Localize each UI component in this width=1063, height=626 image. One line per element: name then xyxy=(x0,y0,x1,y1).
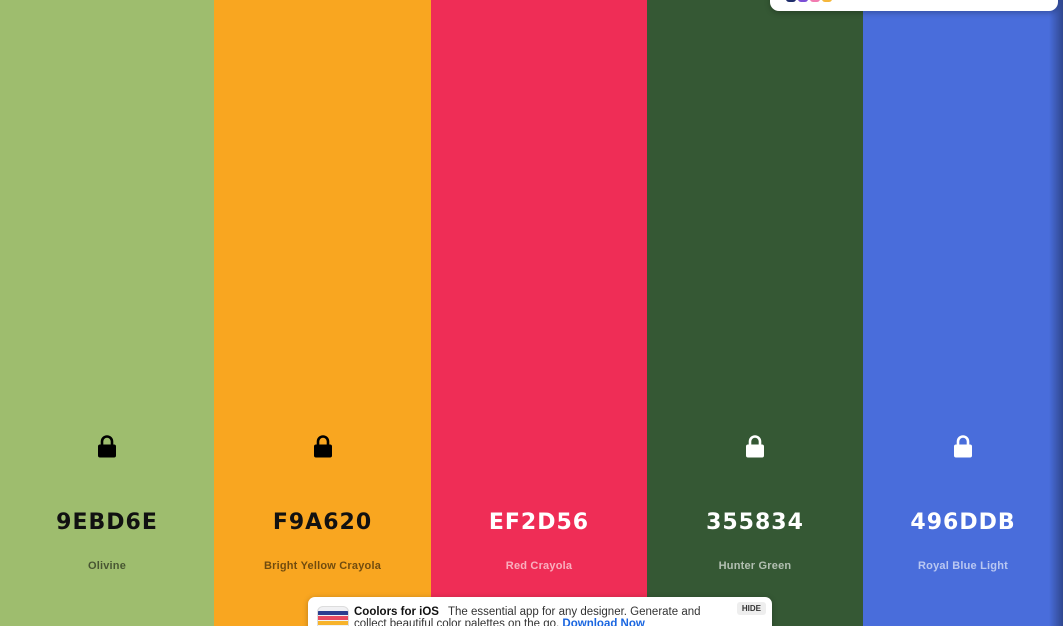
color-swatch-hunter-green[interactable]: 355834 Hunter Green xyxy=(647,0,863,626)
lock-icon[interactable] xyxy=(312,434,334,458)
color-name: Royal Blue Light xyxy=(918,560,1008,572)
color-hex[interactable]: 9EBD6E xyxy=(56,510,158,535)
banner-title: Coolors for iOS xyxy=(354,606,439,618)
color-name: Red Crayola xyxy=(505,560,573,572)
lock-icon[interactable] xyxy=(96,434,118,458)
color-name: Olivine xyxy=(87,560,127,572)
hide-button[interactable]: HIDE xyxy=(736,602,766,615)
banner-text: Coolors for iOS The essential app for an… xyxy=(354,606,724,626)
color-swatch-royal-blue-light[interactable]: 496DDB Royal Blue Light xyxy=(863,0,1063,626)
color-hex[interactable]: 496DDB xyxy=(910,510,1016,535)
lock-icon[interactable] xyxy=(744,434,766,458)
ios-app-banner: Coolors for iOS The essential app for an… xyxy=(308,597,772,626)
top-popup[interactable] xyxy=(770,0,1058,11)
color-hex[interactable]: F9A620 xyxy=(272,510,373,535)
color-swatch-olivine[interactable]: 9EBD6E Olivine xyxy=(0,0,214,626)
color-swatch-bright-yellow-crayola[interactable]: F9A620 Bright Yellow Crayola xyxy=(214,0,431,626)
color-hex[interactable]: 355834 xyxy=(706,510,804,535)
lock-icon[interactable] xyxy=(952,434,974,458)
color-dots-icon xyxy=(786,0,832,2)
banner-description: The essential app for any designer. Gene… xyxy=(354,606,701,626)
color-name: Bright Yellow Crayola xyxy=(263,560,382,572)
color-hex[interactable]: EF2D56 xyxy=(488,510,590,535)
coolors-app-icon xyxy=(317,606,349,626)
download-now-link[interactable]: Download Now xyxy=(562,618,645,626)
color-swatch-red-crayola[interactable]: EF2D56 Red Crayola xyxy=(431,0,647,626)
color-name: Hunter Green xyxy=(718,560,792,572)
